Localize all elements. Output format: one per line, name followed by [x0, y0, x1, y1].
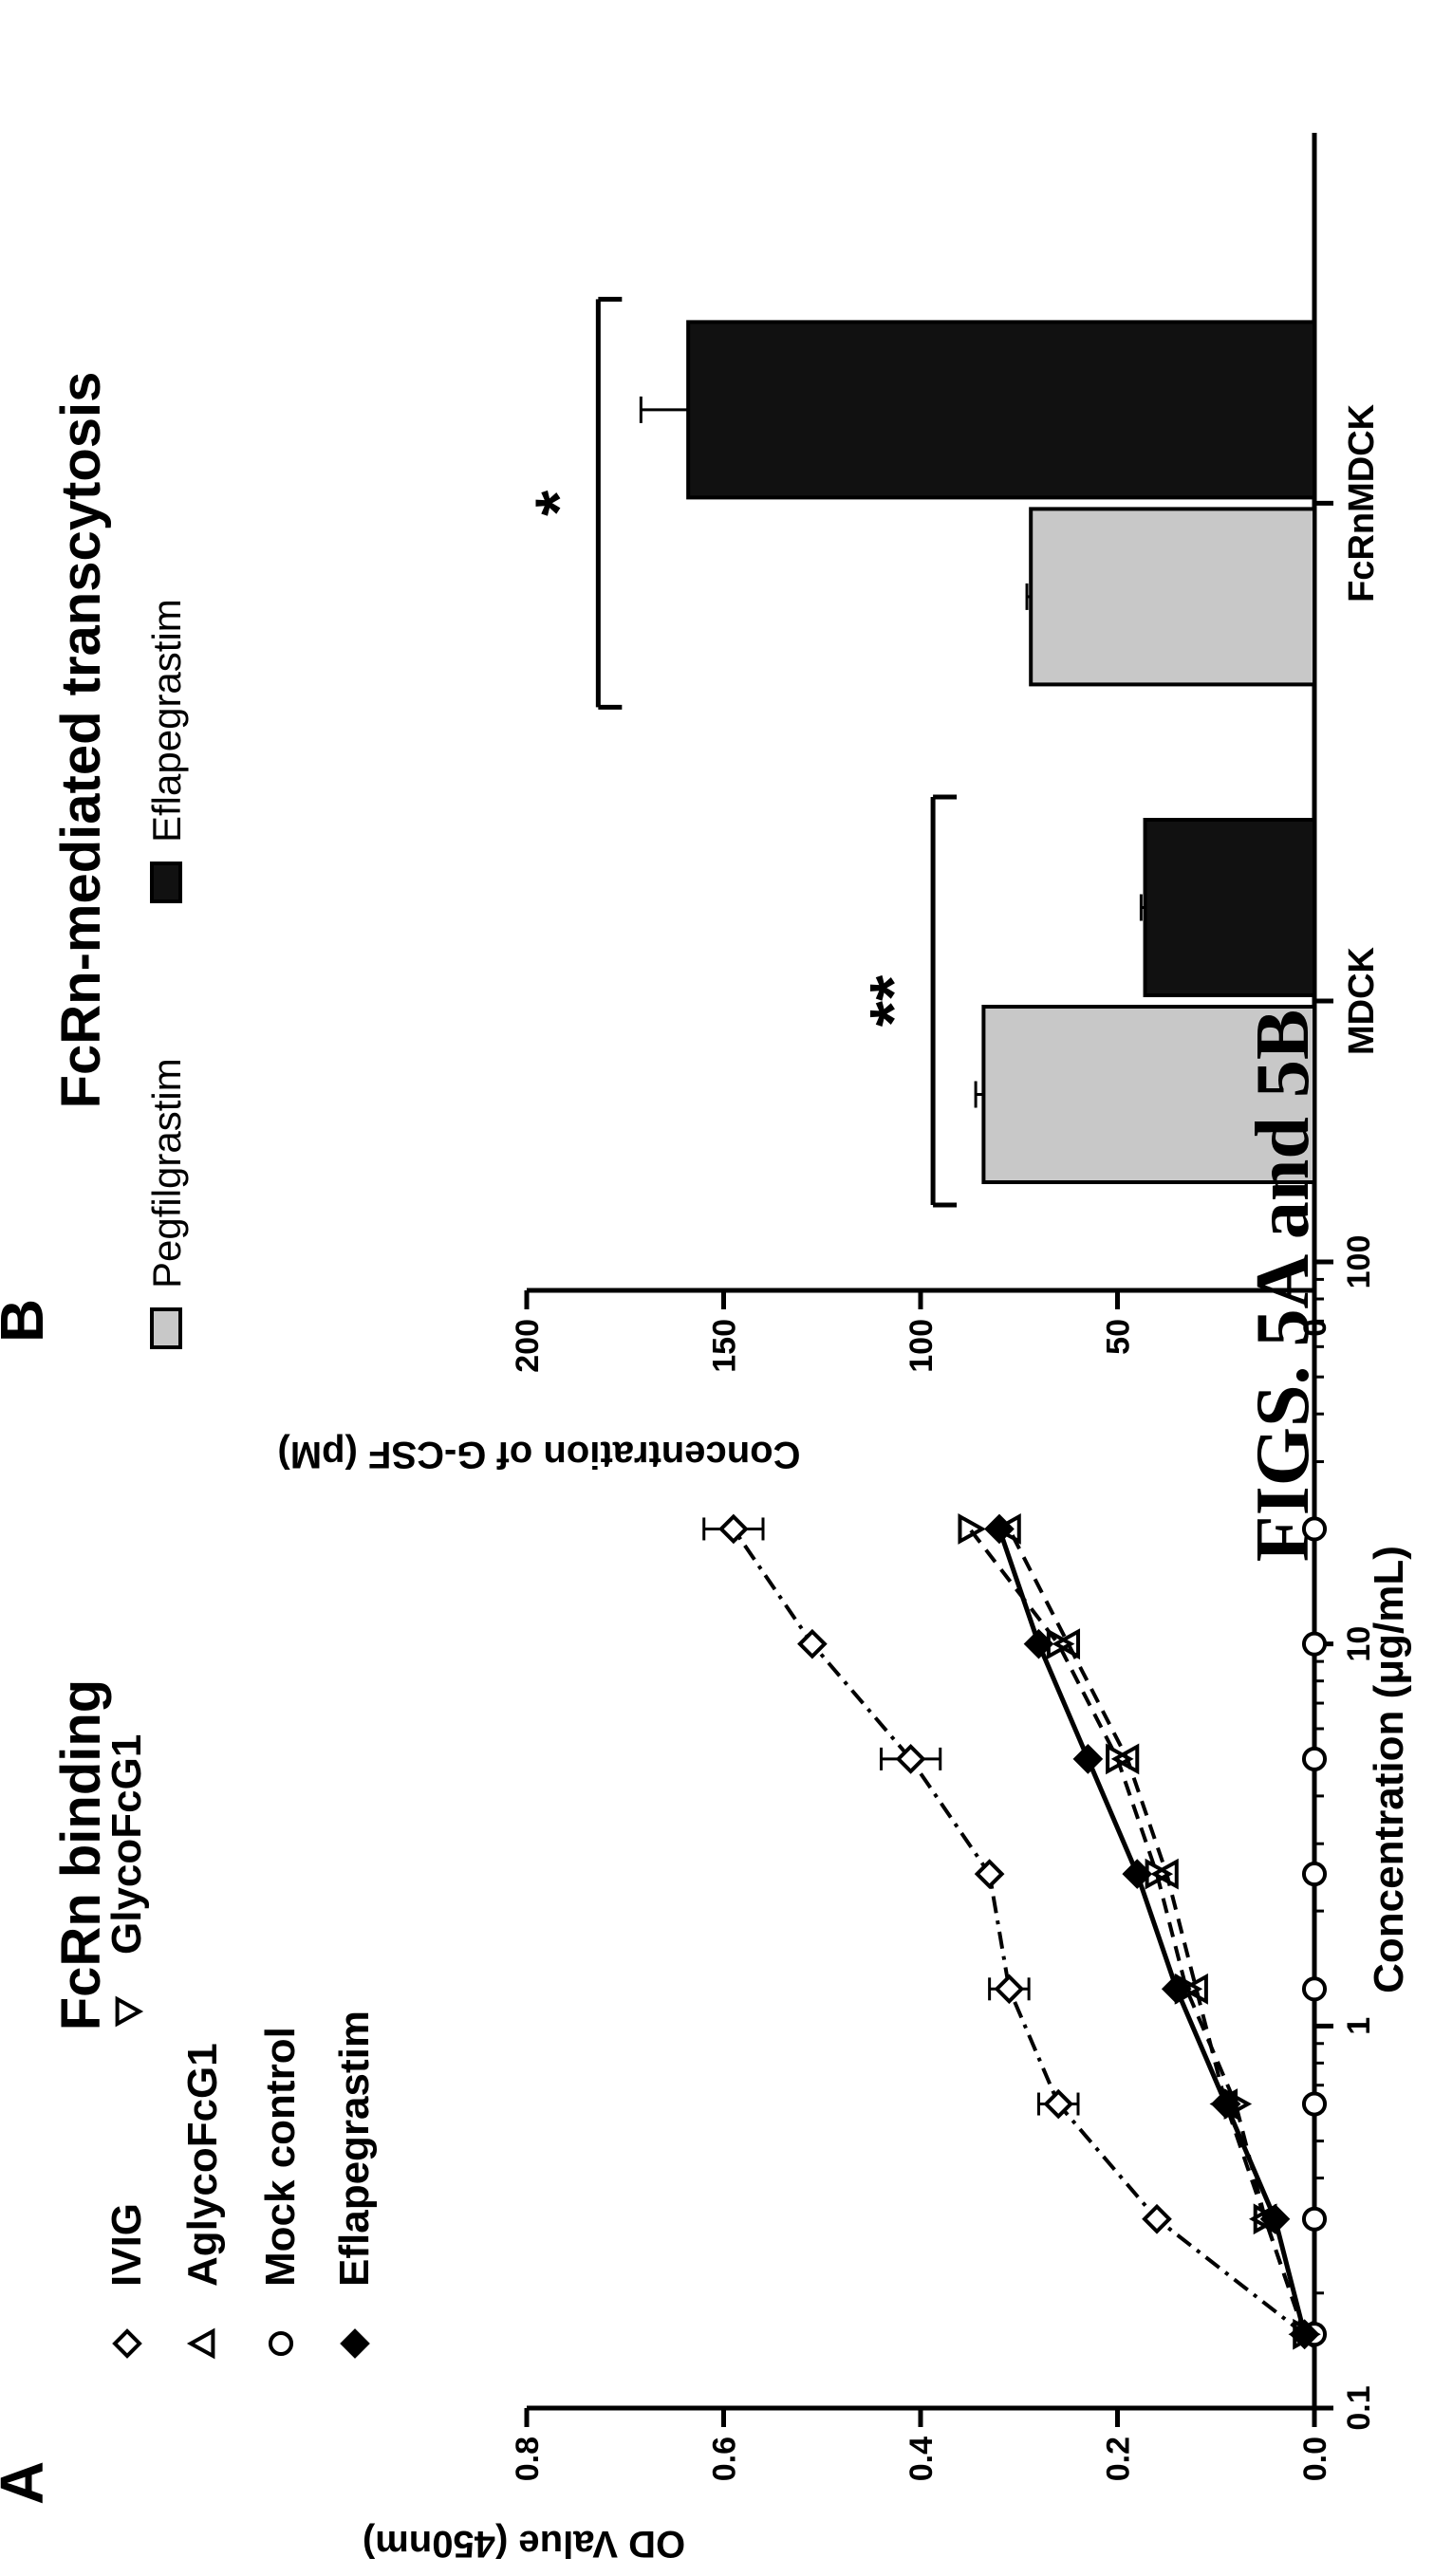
- panel-b-y-axis-label: Concentration of G-CSF (pM): [277, 1434, 800, 1475]
- panel-a-y-axis-label: OD Value (450nm): [363, 2523, 685, 2565]
- data-point-glycofcg1: [1223, 2088, 1253, 2120]
- panel-b-y-tick-label: 100: [903, 1319, 940, 1373]
- panel-b-y-tick-label: 150: [707, 1319, 743, 1373]
- panel-a-y-tick-label: 0.0: [1297, 2437, 1333, 2481]
- data-point-glycofcg1: [958, 1513, 986, 1545]
- panel-b-category-label: MDCK: [1342, 946, 1382, 1055]
- panel-b-y-tick-label: 0: [1297, 1319, 1333, 1337]
- data-point-glycofcg1: [1174, 1973, 1203, 2005]
- data-point-eflapegrastim: [984, 1513, 1015, 1545]
- panel-b-y-tick-label: 200: [510, 1319, 546, 1373]
- legend-label-pegfilgrastim: Pegfilgrastim: [144, 1058, 189, 1288]
- panel-b-significance: ***: [521, 296, 958, 1208]
- legend-marker-glycofcg1: [115, 1995, 144, 2028]
- panel-a-label: A: [0, 2461, 56, 2505]
- legend-label-ivig: IVIG: [103, 2203, 150, 2287]
- data-point-aglycofcg1: [1110, 1743, 1140, 1775]
- panel-b-label: B: [0, 1299, 56, 1343]
- panel-a-series-lines: [732, 1528, 1316, 2336]
- data-point-eflapegrastim: [1072, 1744, 1104, 1774]
- data-point-mock-control: [1301, 1862, 1328, 1887]
- data-point-glycofcg1: [1106, 1743, 1134, 1775]
- panel-a-x-tick-label: 1: [1341, 2017, 1377, 2035]
- legend-marker-eflapegrastim: [340, 2328, 370, 2359]
- panel-b-title: FcRn-mediated transcytosis: [50, 372, 112, 1109]
- panel-a-x-tick-label: 0.1: [1341, 2385, 1377, 2430]
- legend-label-eflapegrastim: Eflapegrastim: [144, 599, 189, 843]
- panel-b-bars: [639, 320, 1317, 1184]
- legend-label-eflapegrastim: Eflapegrastim: [331, 2011, 378, 2287]
- panel-a-y-tick-label: 0.6: [707, 2437, 743, 2481]
- data-point-ivig: [1142, 2203, 1172, 2234]
- data-point-mock-control: [1301, 2091, 1328, 2117]
- data-point-aglycofcg1: [1180, 1973, 1208, 2005]
- data-point-glycofcg1: [1293, 2318, 1321, 2350]
- series-line-ivig: [732, 1528, 1306, 2336]
- panel-b-legend: Pegfilgrastim Eflapegrastim: [144, 599, 189, 1349]
- data-point-ivig: [895, 1744, 926, 1774]
- rotated-figure: A FcRn binding Concentration (μg/mL) OD …: [0, 133, 1412, 2565]
- series-line-eflapegrastim: [996, 1528, 1308, 2335]
- bar-eflapegrastim-fcrnmdck: [686, 320, 1316, 500]
- panel-a-x-tick-label: 100: [1341, 1235, 1377, 1289]
- data-point-mock-control: [1301, 1746, 1328, 1771]
- legend-label-mock-control: Mock control: [257, 2027, 304, 2287]
- panel-a-legend: IVIG AglycoFcG1 Mock control Eflapegrastim G…: [103, 1734, 378, 2360]
- data-point-glycofcg1: [1253, 2203, 1282, 2235]
- legend-swatch-pegfilgrastim: [150, 1307, 182, 1349]
- data-point-ivig: [797, 1628, 828, 1659]
- significance-label: *: [521, 490, 595, 516]
- data-point-ivig: [1043, 2088, 1074, 2120]
- data-point-eflapegrastim: [1023, 1628, 1054, 1659]
- bar-eflapegrastim-mdck: [1143, 818, 1317, 997]
- data-point-aglycofcg1: [1150, 1858, 1179, 1890]
- data-point-glycofcg1: [1145, 1858, 1174, 1890]
- panel-a-x-tick-label: 10: [1341, 1626, 1377, 1662]
- data-point-aglycofcg1: [1052, 1628, 1081, 1660]
- data-point-eflapegrastim: [1122, 1859, 1153, 1889]
- data-point-mock-control: [1301, 1976, 1328, 2002]
- series-line-aglycofcg1: [1007, 1528, 1307, 2335]
- data-point-mock-control: [1301, 1631, 1328, 1657]
- legend-label-glycofcg1: GlycoFcG1: [103, 1734, 150, 1955]
- data-point-glycofcg1: [1046, 1628, 1075, 1660]
- panel-a: A FcRn binding Concentration (μg/mL) OD …: [0, 1235, 1412, 2565]
- panel-b: B FcRn-mediated transcytosis Concentrati…: [0, 133, 1382, 1475]
- legend-marker-ivig: [112, 2328, 142, 2359]
- panel-a-y-tick-label: 0.2: [1101, 2437, 1137, 2481]
- panel-a-x-axis-label: Concentration (μg/mL): [1366, 1546, 1412, 1993]
- legend-swatch-eflapegrastim: [150, 862, 182, 903]
- data-point-mock-control: [1301, 2206, 1328, 2232]
- legend-marker-aglycofcg1: [186, 2327, 215, 2360]
- legend-marker-mock-control: [268, 2330, 294, 2357]
- series-line-glycofcg1: [968, 1528, 1307, 2335]
- data-point-mock-control: [1301, 1516, 1328, 1542]
- figure-caption: FIGS. 5A and 5B: [1241, 1010, 1325, 1562]
- data-point-ivig: [994, 1974, 1025, 2005]
- panel-a-y-tick-label: 0.8: [510, 2437, 546, 2481]
- panel-a-y-tick-label: 0.4: [903, 2437, 940, 2481]
- data-point-ivig: [718, 1513, 749, 1545]
- legend-label-aglycofcg1: AglycoFcG1: [179, 2043, 226, 2287]
- data-point-ivig: [974, 1859, 1005, 1889]
- panel-b-category-label: FcRnMDCK: [1342, 403, 1382, 602]
- panel-a-data-points: [702, 1513, 1328, 2350]
- panel-b-y-tick-label: 50: [1101, 1319, 1137, 1355]
- significance-label: **: [856, 974, 930, 1027]
- bar-pegfilgrastim-fcrnmdck: [1029, 507, 1316, 687]
- panel-a-title: FcRn binding: [50, 1679, 112, 2031]
